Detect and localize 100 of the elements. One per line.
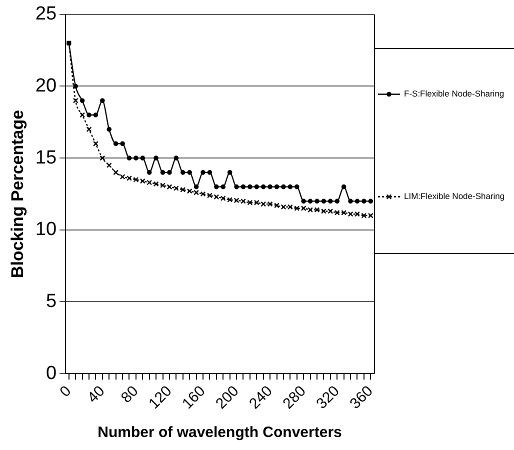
point	[308, 207, 314, 213]
point	[140, 156, 146, 160]
point	[187, 170, 192, 175]
point	[126, 156, 132, 160]
point	[361, 212, 367, 218]
point	[281, 184, 286, 190]
point	[287, 204, 293, 210]
y-tick-label: 0	[46, 362, 57, 384]
point	[274, 184, 280, 190]
point	[368, 212, 374, 218]
point	[134, 156, 138, 160]
point	[334, 198, 340, 204]
point	[86, 112, 92, 118]
point	[247, 200, 253, 206]
x-tick-label: 280	[280, 382, 310, 412]
point	[254, 184, 260, 190]
legend-label: LIM:Flexible Node-Sharing	[404, 191, 505, 202]
point	[280, 204, 286, 210]
point	[268, 184, 272, 190]
point	[267, 201, 273, 207]
x-tick-label: 320	[313, 382, 343, 412]
point	[200, 170, 206, 175]
point	[126, 175, 132, 181]
point	[308, 198, 313, 204]
point	[194, 190, 200, 196]
point	[348, 198, 353, 204]
y-tick-label: 10	[35, 219, 57, 240]
point	[194, 184, 199, 190]
point	[288, 184, 293, 190]
point	[120, 141, 125, 146]
x-tick-label: 160	[179, 382, 209, 412]
point	[362, 198, 366, 204]
point	[180, 186, 186, 192]
x-tick-label: 240	[246, 382, 276, 412]
point	[328, 198, 333, 204]
point	[73, 84, 78, 89]
point	[166, 184, 172, 190]
point	[300, 206, 306, 212]
point	[254, 200, 260, 206]
point	[321, 198, 326, 204]
point	[294, 206, 300, 212]
point	[220, 196, 226, 202]
point	[173, 186, 179, 191]
point	[72, 98, 78, 104]
point	[320, 208, 326, 214]
point	[260, 184, 266, 190]
y-tick-label: 5	[46, 290, 57, 312]
point	[113, 170, 119, 176]
point	[206, 192, 212, 198]
y-tick-label: 25	[35, 4, 57, 25]
point	[174, 156, 179, 160]
point	[227, 197, 233, 202]
point	[354, 211, 360, 217]
point	[80, 98, 85, 103]
x-tick-label: 120	[146, 382, 176, 412]
point	[93, 112, 98, 118]
y-tick-label: 15	[35, 147, 57, 168]
point	[260, 201, 266, 207]
point	[160, 170, 166, 175]
point	[106, 162, 112, 168]
point	[180, 170, 186, 175]
point	[154, 156, 158, 160]
legend-label: F-S:Flexible Node-Sharing	[404, 88, 504, 99]
x-tick-label: 200	[212, 382, 242, 412]
point	[113, 141, 118, 146]
point	[214, 194, 220, 200]
point	[146, 170, 152, 175]
point	[240, 198, 246, 204]
point	[140, 178, 146, 184]
point	[248, 184, 252, 190]
point	[146, 180, 152, 186]
point	[86, 126, 92, 132]
point	[341, 184, 346, 190]
point	[167, 170, 172, 175]
point	[274, 202, 280, 208]
y-tick-label: 20	[35, 75, 57, 96]
y-axis-title: Blocking Percentage	[8, 110, 27, 278]
point	[334, 210, 340, 216]
point	[348, 211, 354, 217]
point	[214, 184, 219, 190]
point	[234, 198, 240, 204]
point	[234, 184, 239, 190]
point	[160, 182, 166, 188]
x-axis-title: Number of wavelength Converters	[98, 424, 342, 442]
point	[207, 170, 212, 175]
point	[240, 184, 246, 190]
point	[106, 126, 112, 132]
point	[368, 198, 374, 204]
point	[153, 181, 159, 187]
point	[227, 170, 232, 175]
x-tick-label: 40	[84, 382, 108, 406]
point	[341, 210, 347, 216]
point	[220, 184, 226, 190]
point	[328, 208, 334, 214]
point	[294, 184, 300, 190]
x-tick-label: 80	[118, 382, 142, 406]
point	[314, 207, 320, 213]
point	[120, 174, 126, 180]
point	[80, 112, 86, 118]
x-tick-label: 360	[346, 382, 376, 412]
